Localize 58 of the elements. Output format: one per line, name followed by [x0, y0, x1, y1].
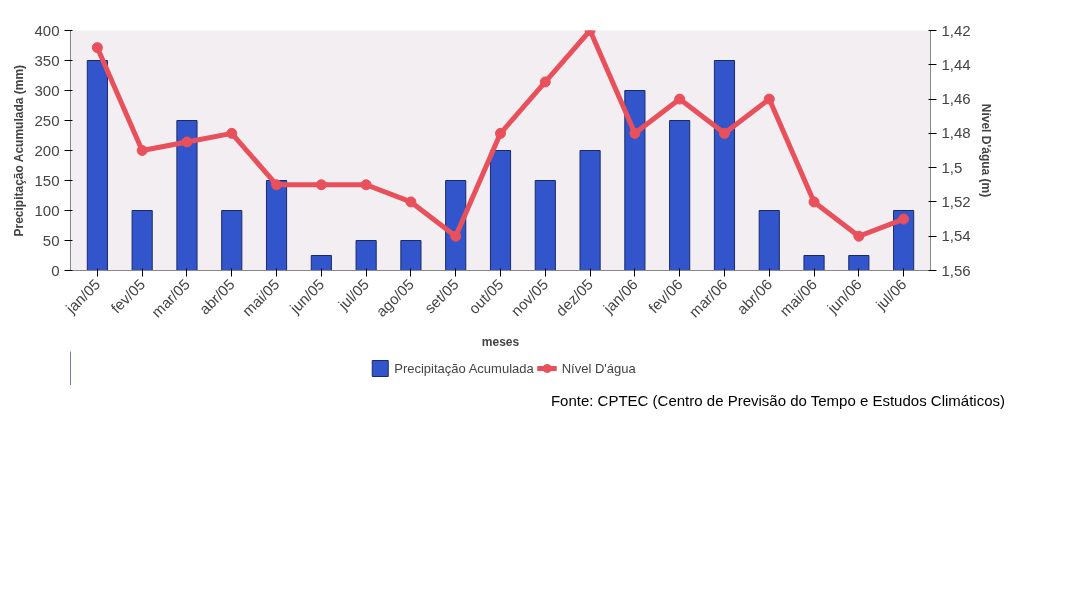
source-note: Fonte: CPTEC (Centro de Previsão do Tempo e Estudos Climáticos)	[550, 391, 1005, 411]
point	[674, 93, 686, 105]
y-axis-title: Precipitação Acumulada (mm)	[12, 64, 27, 237]
y2-tick-label: 1,46	[941, 90, 971, 108]
y2-tick-label: 1,54	[941, 227, 971, 245]
y-tick-label: 300	[34, 81, 60, 99]
y2-tick-label: 1,42	[941, 21, 971, 39]
point	[405, 196, 417, 208]
legend-label: Nível D'água	[561, 360, 636, 376]
y2-tick-label: 1,56	[941, 261, 971, 279]
bar	[489, 150, 512, 271]
bar	[86, 60, 108, 271]
bar	[131, 210, 153, 271]
point	[763, 93, 775, 105]
bar	[265, 180, 288, 271]
y-tick-label: 150	[34, 171, 60, 189]
bar	[176, 120, 198, 271]
bar	[848, 255, 870, 271]
y2-tick-label: 1,52	[941, 192, 971, 210]
y-tick-label: 100	[34, 201, 60, 219]
point	[450, 230, 462, 242]
bar	[400, 240, 422, 271]
y2-tick-label: 1,48	[941, 124, 971, 142]
bar	[355, 240, 377, 271]
point	[718, 127, 730, 139]
point	[853, 230, 865, 242]
y2-tick-label: 1,44	[941, 55, 971, 73]
bar	[669, 120, 691, 271]
bar	[221, 210, 243, 271]
point	[808, 196, 820, 208]
bar	[534, 180, 556, 271]
bar	[758, 210, 780, 271]
y-tick-label: 350	[34, 51, 60, 69]
point	[271, 179, 283, 191]
y-tick-label: 50	[42, 231, 60, 249]
y2-axis-title: Nível D'água (m)	[978, 103, 993, 198]
point	[136, 145, 148, 156]
bar	[579, 150, 601, 271]
y-tick-label: 400	[34, 21, 60, 39]
point	[539, 76, 551, 88]
y-tick-label: 0	[51, 261, 60, 279]
y-tick-label: 200	[34, 141, 60, 159]
point	[315, 179, 327, 191]
x-axis-title: meses	[481, 334, 520, 349]
y-tick-label: 250	[34, 111, 60, 129]
point	[226, 127, 238, 139]
point	[181, 136, 193, 148]
point	[898, 213, 910, 225]
point	[360, 179, 372, 191]
point	[495, 127, 506, 139]
bar	[803, 255, 825, 271]
legend-label: Precipitação Acumulada	[394, 360, 534, 376]
bar	[310, 255, 332, 271]
bar	[713, 60, 736, 271]
y2-tick-label: 1,5	[941, 158, 963, 176]
bar	[624, 90, 646, 271]
point	[629, 127, 641, 139]
point	[91, 42, 103, 54]
